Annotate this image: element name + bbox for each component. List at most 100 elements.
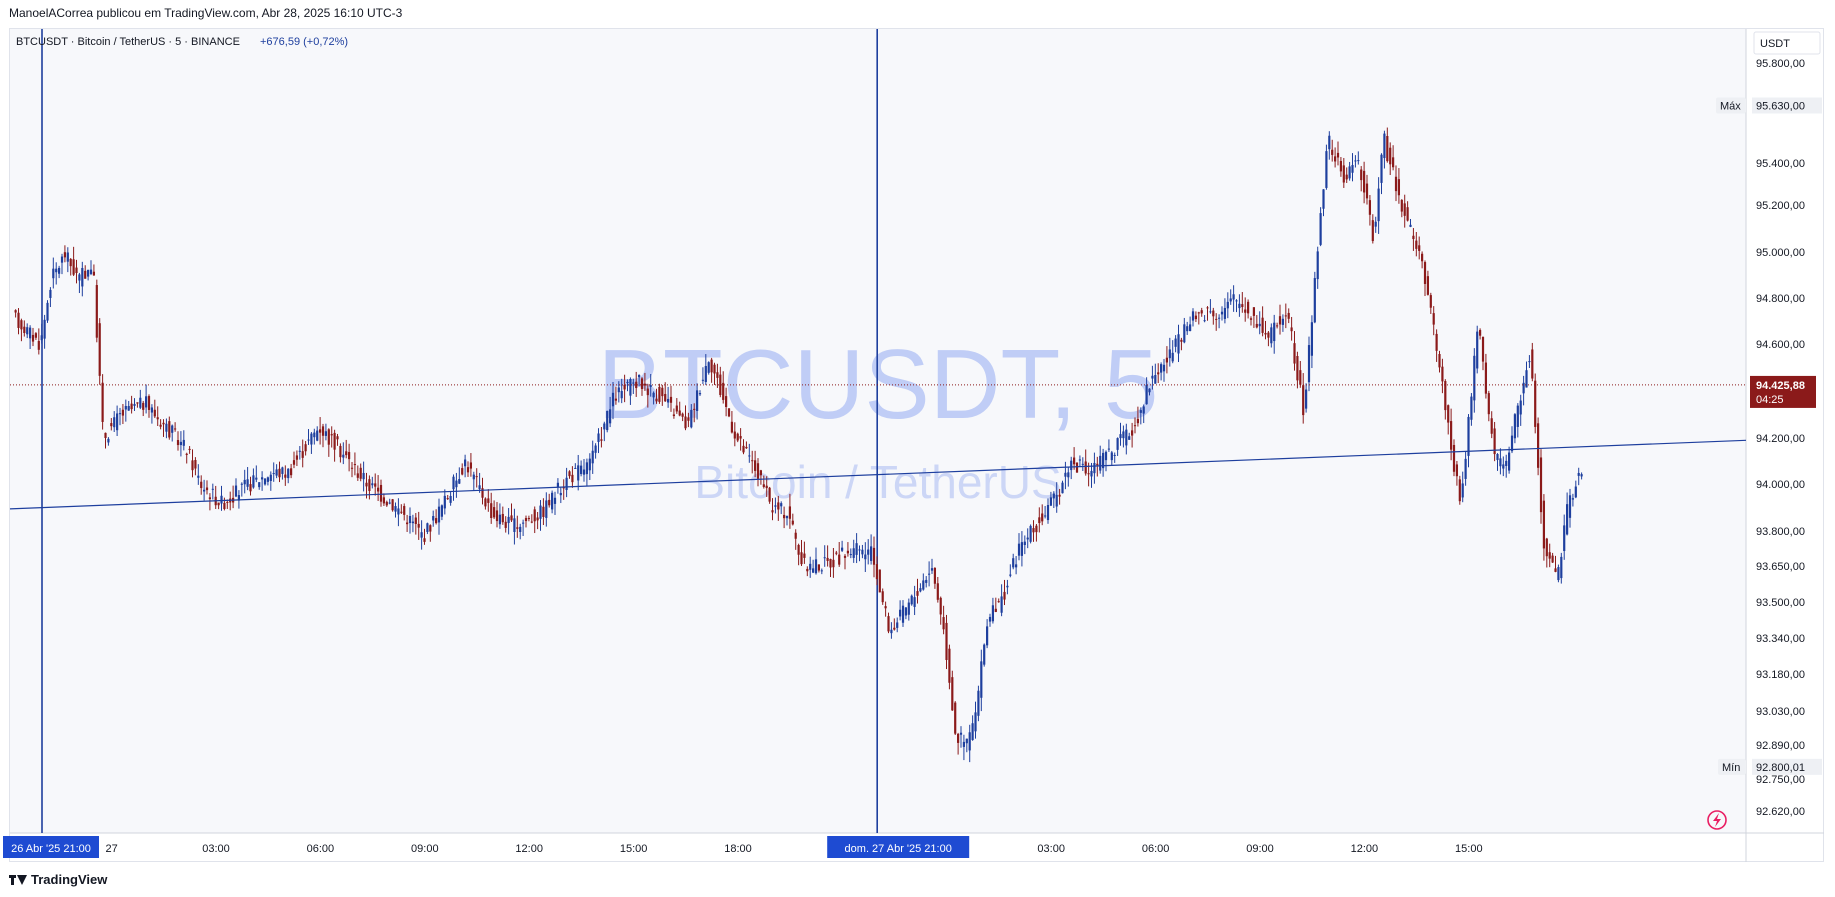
candle-body	[78, 274, 81, 281]
candle-body	[797, 544, 800, 555]
candle-body	[930, 568, 934, 571]
candle-body	[353, 464, 357, 466]
candle-body	[519, 526, 522, 533]
time-tick-label: 15:00	[1455, 843, 1483, 855]
candle-body	[649, 385, 652, 387]
candle-body	[667, 398, 670, 403]
candle-body	[461, 468, 464, 475]
tradingview-brand[interactable]: TradingView	[9, 872, 107, 887]
candle-body	[1258, 323, 1261, 327]
candle-body	[437, 506, 441, 523]
candle-body	[1528, 361, 1531, 363]
candle-body	[1331, 149, 1334, 155]
max-value-label: 95.630,00	[1756, 101, 1805, 113]
time-tick-label: 03:00	[1037, 843, 1065, 855]
candle-body	[527, 518, 531, 520]
lightning-icon	[1707, 810, 1727, 830]
candle-body	[1537, 423, 1540, 468]
session-marker-label-1: dom. 27 Abr '25 21:00	[845, 843, 952, 855]
candle-body	[939, 597, 942, 615]
candle-body	[188, 448, 191, 451]
candle-body	[1290, 327, 1293, 332]
candle-body	[742, 445, 745, 453]
candle-body	[1026, 537, 1029, 540]
candle-body	[849, 554, 852, 556]
candle-body	[1284, 315, 1287, 317]
candle-body	[751, 460, 754, 462]
candle-body	[490, 503, 493, 519]
candle-body	[922, 580, 925, 590]
candle-body	[1313, 278, 1316, 323]
candle-body	[522, 522, 525, 524]
candle-body	[66, 252, 69, 262]
time-tick-label: 15:00	[620, 843, 648, 855]
candle-body	[55, 268, 58, 273]
candle-body	[1287, 312, 1290, 319]
candle-body	[147, 396, 151, 410]
session-marker-tag-0	[3, 836, 99, 858]
candle-body	[327, 429, 330, 445]
candle-body	[690, 409, 693, 428]
candle-body	[1484, 362, 1488, 394]
candle-body	[1238, 303, 1241, 309]
candle-body	[269, 474, 272, 481]
candle-body	[174, 428, 177, 430]
candle-body	[266, 477, 270, 482]
candle-body	[208, 497, 212, 500]
chart-frame[interactable]	[9, 28, 1824, 862]
candle-body	[1499, 458, 1502, 467]
candle-body	[896, 622, 899, 628]
candle-body	[394, 506, 397, 512]
candle-body	[901, 605, 905, 623]
candle-body	[1128, 436, 1131, 440]
candle-body	[945, 622, 948, 660]
candle-body	[1531, 349, 1534, 379]
candle-body	[179, 441, 183, 446]
candle-body	[861, 549, 864, 555]
candle-body	[1177, 334, 1180, 354]
candle-body	[26, 327, 29, 335]
candle-body	[606, 410, 609, 431]
candle-body	[95, 285, 98, 338]
price-tick-label: 93.180,00	[1756, 669, 1805, 681]
candle-body	[487, 498, 490, 503]
candle-body	[814, 559, 818, 574]
candle-body	[684, 416, 687, 429]
candle-body	[1386, 135, 1389, 162]
candle-body	[162, 422, 165, 425]
candle-body	[414, 517, 417, 524]
candle-body	[217, 502, 220, 506]
candle-body	[1441, 366, 1444, 382]
candle-body	[933, 567, 937, 584]
candle-body	[1421, 253, 1424, 262]
candle-body	[406, 522, 409, 525]
candle-body	[1223, 307, 1227, 319]
candle-body	[638, 374, 641, 378]
candle-body	[1104, 451, 1108, 461]
candle-body	[959, 732, 963, 735]
candle-body	[925, 579, 928, 583]
candle-body	[542, 506, 545, 517]
candle-body	[1055, 494, 1058, 507]
candle-body	[675, 405, 678, 412]
candle-body	[1473, 355, 1476, 401]
candle-body	[58, 267, 61, 274]
candle-body	[1270, 327, 1273, 344]
candle-body	[342, 454, 345, 458]
candle-body	[1458, 479, 1461, 502]
candle-body	[1319, 213, 1322, 245]
candle-body	[281, 467, 284, 474]
candle-body	[1218, 317, 1221, 319]
candle-body	[29, 327, 32, 339]
candle-body	[762, 484, 765, 487]
candle-body	[237, 495, 241, 501]
session-marker-tag-1	[827, 836, 970, 858]
candle-body	[539, 505, 542, 519]
candle-body	[1119, 434, 1122, 439]
candle-body	[182, 439, 185, 446]
currency-label: USDT	[1760, 38, 1790, 50]
candle-body	[133, 403, 136, 406]
candle-body	[785, 515, 789, 519]
candle-body	[1307, 345, 1311, 383]
